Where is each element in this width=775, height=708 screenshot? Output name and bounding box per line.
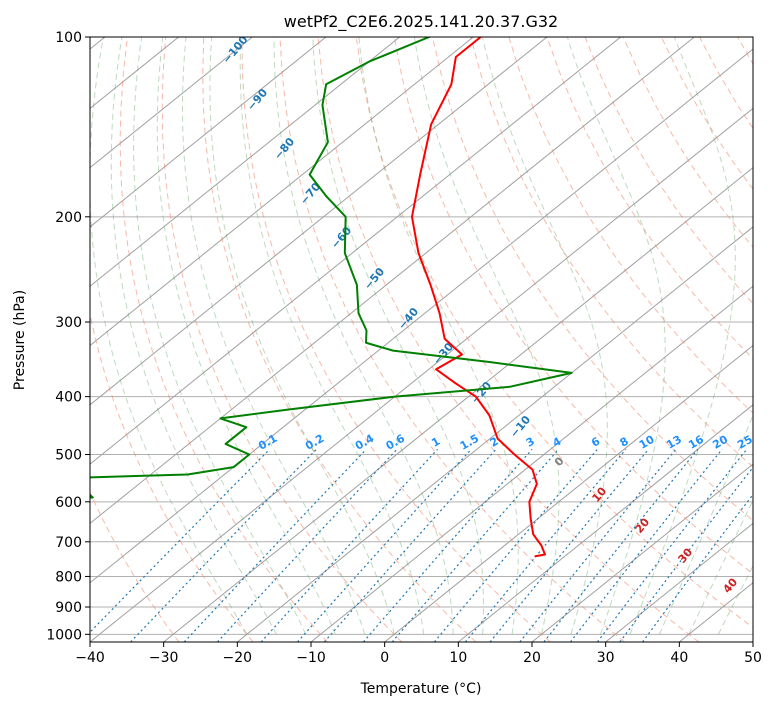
temperature-profile-line xyxy=(410,37,546,558)
mixing-ratio-line xyxy=(90,448,271,634)
isotherm-line xyxy=(90,37,548,406)
moist-adiabat xyxy=(90,37,248,635)
mixing-ratio-line xyxy=(362,448,533,642)
axis-ticks: −40 −30 −20 −10 0 10 20 30 40 50 100 200 300 400 500 60… xyxy=(46,30,762,666)
x-tick-label: −20 xyxy=(223,650,253,666)
dry-adiabat xyxy=(432,37,753,522)
chart-title: wetPf2_C2E6.2025.141.20.37.G32 xyxy=(284,12,558,32)
y-tick-label: 900 xyxy=(55,600,82,616)
isotherm-line xyxy=(90,37,253,169)
dry-adiabat xyxy=(241,37,551,642)
moist-adiabat xyxy=(209,37,395,635)
x-tick-label: 0 xyxy=(380,650,389,666)
isotherm-line xyxy=(531,463,753,642)
y-tick-label: 200 xyxy=(55,210,82,226)
mixing-ratio-line xyxy=(130,448,317,642)
x-tick-label: 50 xyxy=(744,650,762,666)
mixing-ratio-line xyxy=(433,448,598,642)
isotherm-line xyxy=(90,37,621,465)
moist-adiabat xyxy=(358,37,519,635)
dry-adiabat xyxy=(90,311,254,642)
y-tick-label: 300 xyxy=(55,315,82,331)
y-tick-label: 400 xyxy=(55,390,82,406)
dry-adiabat xyxy=(90,490,180,642)
moist-adiabat xyxy=(239,37,425,635)
moist-adiabat xyxy=(110,37,277,635)
y-axis-label: Pressure (hPa) xyxy=(12,290,28,390)
isotherm-line xyxy=(90,48,753,584)
dry-adiabat xyxy=(202,37,477,642)
dry-adiabat xyxy=(161,37,403,642)
dewpoint-profile-line xyxy=(90,37,573,499)
y-tick-label: 1000 xyxy=(46,627,82,643)
mixing-ratio-line xyxy=(391,448,560,642)
y-tick-label: 700 xyxy=(55,535,82,551)
isotherm-line xyxy=(605,522,753,642)
x-tick-label: 40 xyxy=(670,650,688,666)
moist-adiabat xyxy=(133,37,307,635)
moist-adiabat xyxy=(566,37,666,635)
x-tick-label: −30 xyxy=(149,650,179,666)
mixing-ratio-line xyxy=(543,448,699,642)
isotherm-line xyxy=(237,226,753,642)
y-tick-label: 100 xyxy=(55,30,82,46)
isotherm-line xyxy=(310,285,753,642)
moist-adiabat xyxy=(629,37,736,635)
series-layer xyxy=(90,37,573,558)
mixing-ratio-line xyxy=(519,448,677,642)
plot-area xyxy=(90,37,753,642)
isotherm-line xyxy=(90,37,474,347)
moist-adiabat xyxy=(273,37,454,635)
mixing-ratio-line xyxy=(297,448,472,642)
mixing-ratio-label: 25 xyxy=(735,433,755,452)
moist-adiabat xyxy=(156,37,336,635)
dry-adiabat xyxy=(355,37,753,629)
x-tick-label: −10 xyxy=(296,650,326,666)
moist-adiabat xyxy=(182,37,366,635)
dry-adiabat xyxy=(584,37,753,305)
x-tick-label: 20 xyxy=(523,650,541,666)
mixing-ratio-line xyxy=(323,448,497,642)
isotherm-line xyxy=(458,404,753,642)
isotherm-line xyxy=(90,37,695,525)
dry-adiabat xyxy=(546,37,753,360)
isotherm-line xyxy=(384,344,753,642)
dry-adiabat xyxy=(508,37,753,414)
isotherm-line xyxy=(163,166,753,642)
moist-adiabat xyxy=(312,37,484,635)
x-axis-label: Temperature (°C) xyxy=(360,681,482,697)
x-tick-label: −40 xyxy=(75,650,105,666)
dry-adiabat xyxy=(279,37,625,642)
x-tick-label: 30 xyxy=(597,650,615,666)
isotherm-line xyxy=(752,641,753,642)
mixing-ratio-label: 30 xyxy=(756,433,775,452)
dry-adiabat xyxy=(393,37,753,575)
moist-adiabat xyxy=(481,37,608,635)
moist-adiabat xyxy=(413,37,560,635)
mixing-ratio-line xyxy=(489,448,650,642)
y-tick-label: 800 xyxy=(55,569,82,585)
x-tick-label: 10 xyxy=(449,650,467,666)
background-lines xyxy=(90,37,753,642)
mixing-ratio-line xyxy=(464,448,627,642)
isotherm-line xyxy=(90,37,327,228)
isotherm-line xyxy=(90,37,400,287)
y-tick-label: 500 xyxy=(55,448,82,464)
dry-adiabat xyxy=(470,37,753,468)
dry-adiabat xyxy=(119,37,328,642)
mixing-ratio-line xyxy=(260,448,439,642)
y-tick-label: 600 xyxy=(55,495,82,511)
dry-adiabat xyxy=(317,37,700,642)
plot-frame xyxy=(89,36,754,643)
